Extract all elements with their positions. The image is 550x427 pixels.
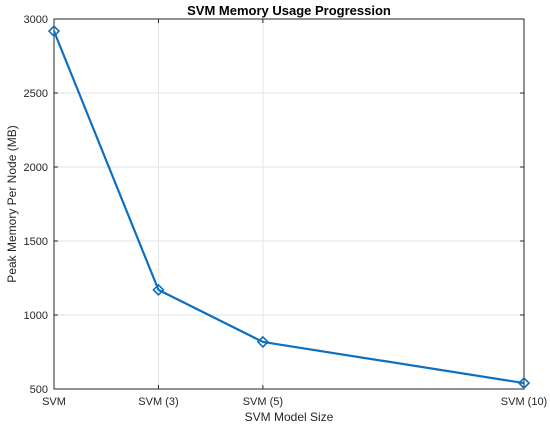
x-tick-label: SVM (3): [138, 396, 178, 408]
x-tick-label: SVM (5): [243, 396, 283, 408]
y-tick-label: 500: [30, 384, 48, 396]
y-tick-label: 2000: [24, 162, 48, 174]
y-axis-label: Peak Memory Per Node (MB): [5, 125, 19, 282]
data-point-marker: [47, 25, 61, 38]
data-point-marker: [152, 283, 165, 296]
chart-title: SVM Memory Usage Progression: [187, 3, 391, 18]
series-group: [47, 25, 531, 390]
plot-area-frame: [53, 18, 525, 390]
x-tick-label: SVM: [42, 396, 66, 408]
axis-ticks: SVM SVM (3) SVM (5) SVM (10) 500 1000 1500 2000…: [24, 14, 548, 408]
series-line: [52, 30, 525, 385]
data-point-marker: [517, 376, 531, 390]
y-tick-label: 1500: [24, 236, 48, 248]
y-tick-label: 3000: [24, 14, 48, 26]
y-tick-label: 2500: [24, 88, 48, 100]
x-tick-label: SVM (10): [501, 396, 547, 408]
data-point-marker: [256, 335, 270, 349]
x-axis-label: SVM Model Size: [245, 410, 334, 424]
y-tick-label: 1000: [24, 310, 48, 322]
